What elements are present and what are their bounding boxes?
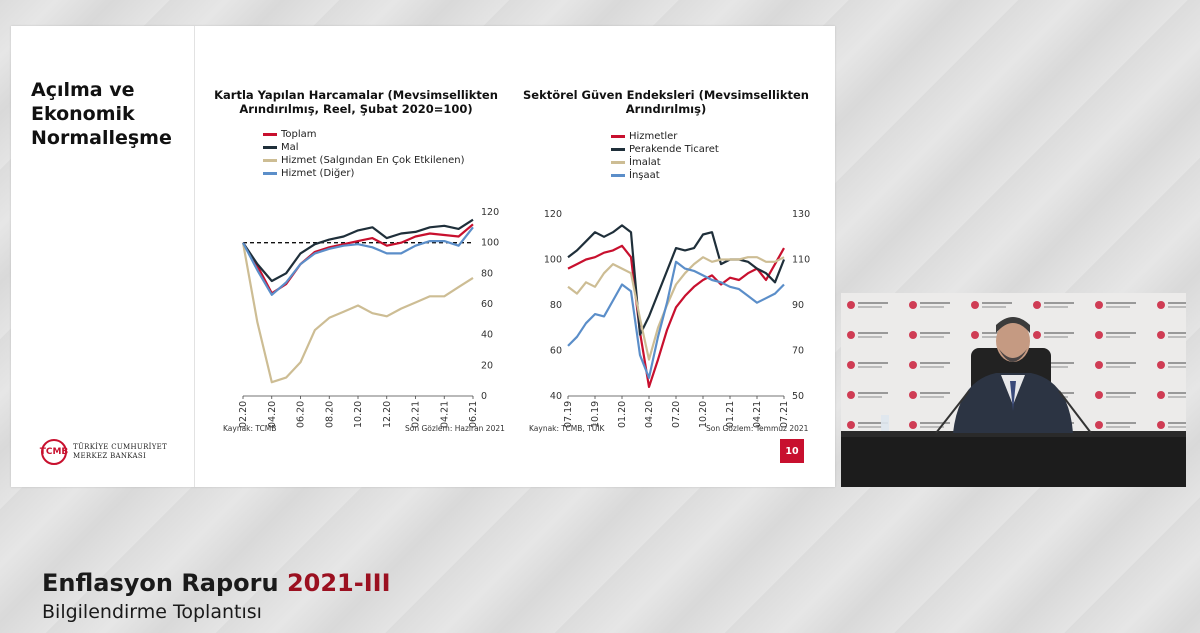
chart1-y2tick-label: 100 <box>481 238 499 249</box>
chart2-xtick-label: 07.21 <box>779 401 790 428</box>
speaker-video-feed <box>841 293 1186 487</box>
chart2-y2tick-label: 110 <box>792 255 810 266</box>
presentation-slide: Açılma ve Ekonomik Normalleşme TCMB TÜRK… <box>11 26 835 487</box>
chart2-ytick-label: 100 <box>544 255 562 266</box>
chart1-xtick-label: 02.20 <box>238 401 249 428</box>
banner-subtitle: Bilgilendirme Toplantısı <box>42 601 262 623</box>
chart1-xtick-label: 08.20 <box>324 401 335 428</box>
chart2-xtick-label: 07.19 <box>563 401 574 428</box>
chart1-legend-item: Mal <box>263 141 465 154</box>
banner-title: Enflasyon Raporu 2021-III <box>42 569 391 597</box>
chart1-xtick-label: 12.20 <box>382 401 393 428</box>
chart2-legend-label: Perakende Ticaret <box>629 144 719 155</box>
chart1-y2tick-label: 40 <box>481 330 493 341</box>
chart1-xtick-label: 04.21 <box>439 401 450 428</box>
logo-line-1: TÜRKİYE CUMHURİYET <box>73 443 168 451</box>
chart1-legend-label: Mal <box>281 142 299 153</box>
chart1-xtick-label: 06.21 <box>468 401 479 428</box>
chart1-legend-swatch <box>263 133 277 136</box>
chart1-legend-item: Toplam <box>263 128 465 141</box>
chart1-svg: 0 20 40 60 80 100 120 02.20 04.20 06.20 08.20 10.20… <box>238 207 499 428</box>
slide-divider <box>194 26 195 487</box>
chart2-legend-label: İnşaat <box>629 170 660 181</box>
chart2-ytick-label: 40 <box>550 391 562 402</box>
chart1-y2tick-label: 80 <box>481 268 493 279</box>
speaker-video-image <box>841 293 1186 487</box>
chart1-series-mal <box>242 218 474 283</box>
chart1-xtick-label: 10.20 <box>353 401 364 428</box>
chart1-legend-label: Hizmet (Salgından En Çok Etkilenen) <box>281 155 465 166</box>
banner-title-accent: 2021-III <box>286 569 391 597</box>
chart2-ytick-label: 60 <box>550 346 562 357</box>
chart2-legend-item: İmalat <box>611 156 719 169</box>
chart2-y2tick-label: 130 <box>792 209 810 220</box>
chart2-xtick-label: 10.20 <box>698 401 709 428</box>
chart2-xtick-label: 04.20 <box>644 401 655 428</box>
chart2-y2tick-label: 90 <box>792 300 804 311</box>
chart1-series-hizmet-di-er- <box>242 226 474 296</box>
chart2-xtick-label: 07.20 <box>671 401 682 428</box>
chart2-xtick-label: 01.21 <box>725 401 736 428</box>
chart1-legend-item: Hizmet (Salgından En Çok Etkilenen) <box>263 154 465 167</box>
chart2-last-observation: Son Gözlem: Temmuz 2021 <box>706 424 809 433</box>
section-title: Açılma ve Ekonomik Normalleşme <box>31 79 172 149</box>
chart1-xtick-label: 06.20 <box>296 401 307 428</box>
chart2-ytick-label: 120 <box>544 209 562 220</box>
chart1-legend-swatch <box>263 146 277 149</box>
slide-page-number: 10 <box>780 439 804 463</box>
chart1-y2tick-label: 20 <box>481 360 493 371</box>
chart2-legend-swatch <box>611 135 625 138</box>
cbrt-logo-icon: TCMB <box>40 439 68 465</box>
chart2-svg: 40 60 80 100 120 50 70 90 110 130 07.19 10.19 01.20 0… <box>544 209 810 428</box>
chart2-legend-item: Hizmetler <box>611 130 719 143</box>
chart2-series-i-n-aat <box>567 260 785 379</box>
chart2-xtick-label: 01.20 <box>617 401 628 428</box>
chart1-y2tick-label: 0 <box>481 391 487 402</box>
chart2-legend-swatch <box>611 161 625 164</box>
chart1-title: Kartla Yapılan Harcamalar (Mevsimsellikt… <box>214 88 498 116</box>
chart1-series-hizmet-salg-ndan-en-ok-etkilenen- <box>241 242 474 384</box>
chart2-series-i-malat <box>567 256 785 361</box>
chart2-legend: Hizmetler Perakende Ticaret İmalat İnşaat <box>611 130 719 182</box>
chart2-ytick-label: 80 <box>550 300 562 311</box>
chart1-legend-label: Toplam <box>281 129 317 140</box>
logo-line-2: MERKEZ BANKASI <box>73 452 147 460</box>
chart1-series-toplam <box>242 223 474 295</box>
chart1-xtick-label: 04.20 <box>267 401 278 428</box>
chart1-legend-item: Hizmet (Diğer) <box>263 167 465 180</box>
chart2-source: Kaynak: TCMB, TÜİK <box>529 424 605 433</box>
chart1-legend-swatch <box>263 172 277 175</box>
chart1-source: Kaynak: TCMB <box>223 424 277 433</box>
chart2-title: Sektörel Güven Endeksleri (Mevsimsellikt… <box>523 88 809 116</box>
chart2-legend-label: İmalat <box>629 157 661 168</box>
chart1-legend-label: Hizmet (Diğer) <box>281 168 355 179</box>
chart2-xtick-label: 04.21 <box>752 401 763 428</box>
chart1-legend-swatch <box>263 159 277 162</box>
chart2-legend-label: Hizmetler <box>629 131 678 142</box>
chart2-legend-swatch <box>611 174 625 177</box>
chart1-y2tick-label: 60 <box>481 299 493 310</box>
chart1-xtick-label: 02.21 <box>411 401 422 428</box>
chart2-y2tick-label: 50 <box>792 391 804 402</box>
chart2-series-perakende-ticaret <box>567 224 786 336</box>
chart2-xtick-label: 10.19 <box>590 401 601 428</box>
banner-title-main: Enflasyon Raporu <box>42 569 279 597</box>
chart2-y2tick-label: 70 <box>792 346 804 357</box>
cbrt-logo: TCMB TÜRKİYE CUMHURİYET MERKEZ BANKASI <box>40 439 168 465</box>
chart1-y2tick-label: 120 <box>481 207 499 218</box>
chart1-last-observation: Son Gözlem: Haziran 2021 <box>405 424 505 433</box>
chart2-legend-swatch <box>611 148 625 151</box>
chart2-legend-item: İnşaat <box>611 169 719 182</box>
chart2-legend-item: Perakende Ticaret <box>611 143 719 156</box>
chart2-series-hizmetler <box>567 244 785 388</box>
chart1-legend: Toplam Mal Hizmet (Salgından En Çok Etkile… <box>263 128 465 180</box>
